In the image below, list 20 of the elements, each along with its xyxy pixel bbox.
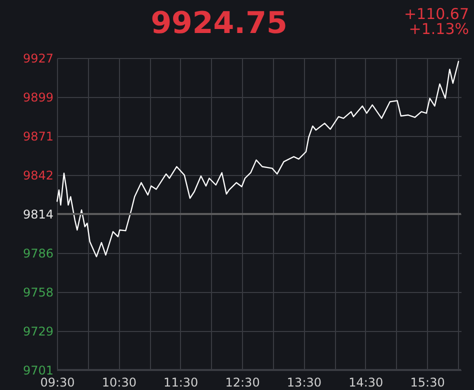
x-tick-label: 12:30	[225, 376, 260, 390]
x-tick-label: 14:30	[348, 376, 384, 390]
x-tick-label: 09:30	[40, 376, 75, 390]
y-tick-label: 9899	[22, 90, 54, 104]
text: +1.13%	[408, 20, 469, 38]
x-tick-label: 13:30	[286, 376, 322, 390]
y-tick-label: 9871	[22, 130, 54, 144]
y-tick-label: 9814	[22, 208, 54, 222]
y-tick-label: 9786	[22, 246, 54, 260]
x-tick-label: 11:30	[164, 376, 198, 390]
y-tick-label: 9842	[22, 168, 54, 182]
x-tick-label: 15:30	[410, 376, 445, 390]
line-series	[56, 60, 460, 258]
y-tick-label: 9927	[22, 52, 54, 66]
chart-title: 9924.75	[150, 6, 288, 41]
text: +110.67	[404, 5, 469, 23]
x-tick-label: 10:30	[102, 376, 136, 390]
y-tick-label: 9729	[22, 324, 54, 338]
y-tick-label: 9758	[22, 286, 54, 300]
y-tick-label: 9701	[22, 364, 54, 378]
